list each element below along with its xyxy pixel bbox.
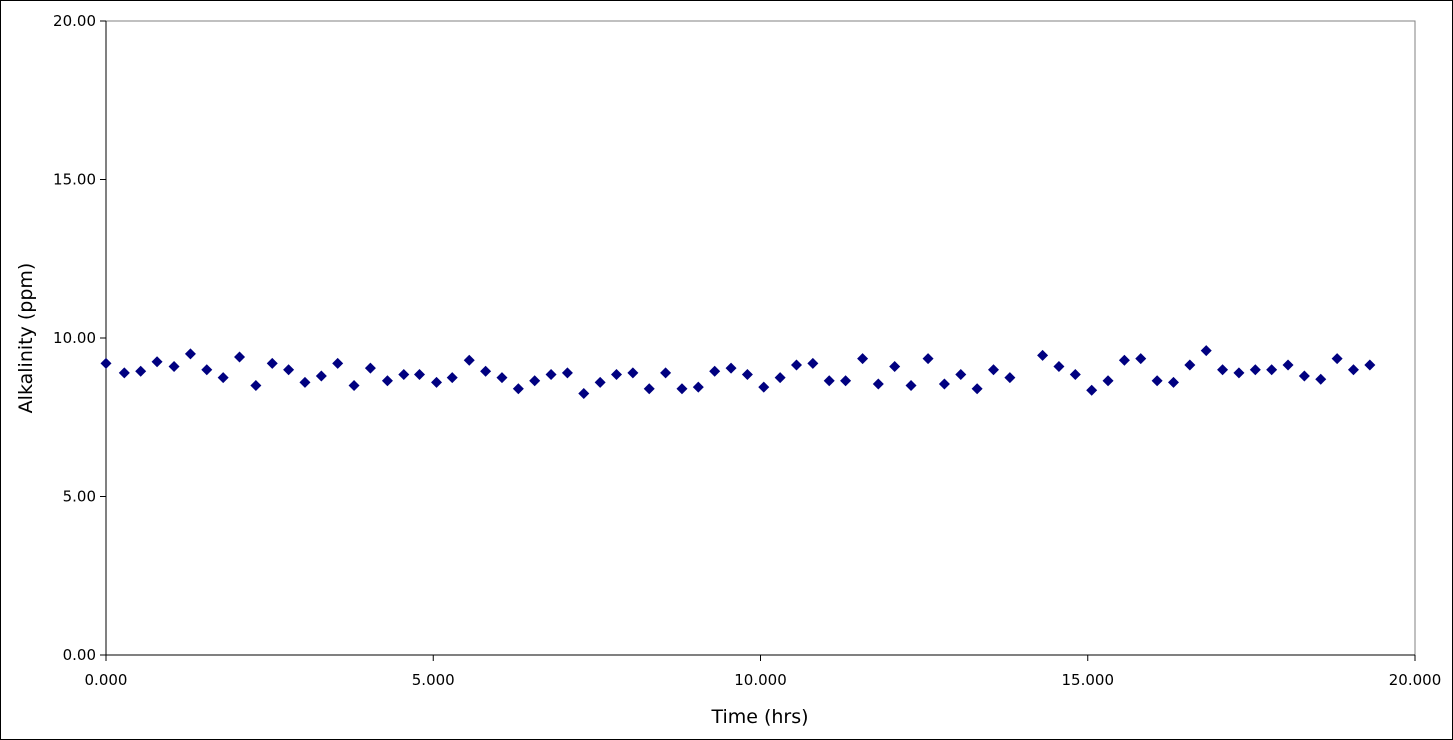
data-point — [480, 365, 492, 377]
data-point — [955, 368, 967, 380]
data-point — [823, 375, 835, 387]
data-point — [217, 372, 229, 384]
data-point — [1331, 353, 1343, 365]
data-point — [135, 365, 147, 377]
data-point — [725, 362, 737, 374]
x-tick-label: 20.000 — [1389, 671, 1442, 689]
data-point — [431, 376, 443, 388]
data-point — [512, 383, 524, 395]
y-tick-label: 0.00 — [63, 646, 96, 664]
x-tick-label: 15.000 — [1062, 671, 1115, 689]
data-point — [1184, 359, 1196, 371]
data-point — [332, 357, 344, 369]
x-tick-label: 0.000 — [85, 671, 128, 689]
data-point — [446, 372, 458, 384]
data-point — [1233, 367, 1245, 379]
data-point — [151, 356, 163, 368]
data-point — [676, 383, 688, 395]
data-point — [1151, 375, 1163, 387]
data-point — [100, 357, 112, 369]
data-point — [643, 383, 655, 395]
y-tick-label: 5.00 — [63, 488, 96, 506]
data-point — [529, 375, 541, 387]
data-point — [889, 361, 901, 373]
data-point — [561, 367, 573, 379]
data-point — [741, 368, 753, 380]
data-point — [463, 354, 475, 366]
data-point — [692, 381, 704, 393]
data-point — [1200, 345, 1212, 357]
data-point — [496, 372, 508, 384]
data-point — [545, 368, 557, 380]
x-tick-label: 10.000 — [734, 671, 787, 689]
data-point — [1347, 364, 1359, 376]
data-point — [872, 378, 884, 390]
data-point — [1037, 349, 1049, 361]
data-point — [1315, 373, 1327, 385]
data-point — [774, 372, 786, 384]
data-point — [1282, 359, 1294, 371]
plot-area — [105, 20, 1416, 656]
data-point — [594, 376, 606, 388]
data-point — [1118, 354, 1130, 366]
data-point — [578, 387, 590, 399]
y-axis: 0.00 5.00 10.00 15.00 20.00 — [53, 12, 107, 664]
x-tick-label: 5.000 — [412, 671, 455, 689]
y-axis-title: Alkalinity (ppm) — [15, 263, 37, 414]
data-point — [398, 368, 410, 380]
data-point — [315, 370, 327, 382]
data-point — [971, 383, 983, 395]
data-point — [807, 357, 819, 369]
data-point — [1053, 361, 1065, 373]
data-point — [381, 375, 393, 387]
data-point — [283, 364, 295, 376]
data-point — [840, 375, 852, 387]
data-point — [1135, 353, 1147, 365]
data-points — [100, 345, 1376, 399]
data-point — [1102, 375, 1114, 387]
data-point — [627, 367, 639, 379]
data-point — [1266, 364, 1278, 376]
x-axis-title: Time (hrs) — [710, 706, 808, 728]
data-point — [299, 376, 311, 388]
data-point — [905, 380, 917, 392]
y-tick-label: 10.00 — [53, 329, 96, 347]
data-point — [611, 368, 623, 380]
data-point — [790, 359, 802, 371]
data-point — [348, 380, 360, 392]
data-point — [857, 353, 869, 365]
data-point — [266, 357, 278, 369]
data-point — [1217, 364, 1229, 376]
data-point — [1364, 359, 1376, 371]
data-point — [1069, 368, 1081, 380]
data-point — [758, 381, 770, 393]
data-point — [1249, 364, 1261, 376]
data-point — [988, 364, 1000, 376]
y-tick-label: 20.00 — [53, 12, 96, 30]
data-point — [709, 365, 721, 377]
data-point — [1298, 370, 1310, 382]
data-point — [184, 348, 196, 360]
y-tick-label: 15.00 — [53, 171, 96, 189]
data-point — [922, 353, 934, 365]
data-point — [364, 362, 376, 374]
data-point — [1004, 372, 1016, 384]
x-axis: 0.000 5.000 10.000 15.000 20.000 — [85, 654, 1442, 689]
data-point — [660, 367, 672, 379]
data-point — [201, 364, 213, 376]
data-point — [168, 361, 180, 373]
data-point — [234, 351, 246, 363]
data-point — [250, 380, 262, 392]
data-point — [1167, 376, 1179, 388]
data-point — [1086, 384, 1098, 396]
data-point — [414, 368, 426, 380]
data-point — [118, 367, 130, 379]
data-point — [938, 378, 950, 390]
